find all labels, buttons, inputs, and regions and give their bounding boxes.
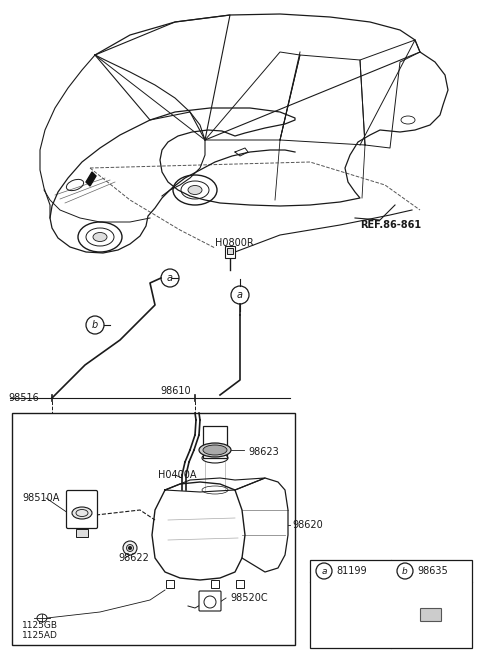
Ellipse shape bbox=[93, 233, 107, 242]
FancyBboxPatch shape bbox=[211, 580, 219, 588]
Text: 81199: 81199 bbox=[336, 566, 367, 576]
Ellipse shape bbox=[203, 445, 227, 455]
Text: 98623: 98623 bbox=[248, 447, 279, 457]
Text: H0800R: H0800R bbox=[215, 238, 254, 248]
Ellipse shape bbox=[72, 507, 92, 519]
Text: 98622: 98622 bbox=[118, 553, 149, 563]
Text: a: a bbox=[237, 290, 243, 300]
FancyBboxPatch shape bbox=[12, 413, 295, 645]
FancyBboxPatch shape bbox=[67, 491, 97, 528]
Circle shape bbox=[128, 546, 132, 550]
Text: 98610: 98610 bbox=[160, 386, 191, 396]
Polygon shape bbox=[86, 172, 96, 186]
Ellipse shape bbox=[199, 443, 231, 457]
Text: a: a bbox=[321, 566, 327, 576]
FancyBboxPatch shape bbox=[225, 246, 235, 258]
FancyBboxPatch shape bbox=[199, 591, 221, 611]
Ellipse shape bbox=[188, 185, 202, 194]
FancyBboxPatch shape bbox=[227, 248, 233, 254]
Text: b: b bbox=[92, 320, 98, 330]
Text: 1125GB: 1125GB bbox=[22, 622, 58, 631]
Text: a: a bbox=[167, 273, 173, 283]
Text: 98520C: 98520C bbox=[230, 593, 268, 603]
FancyBboxPatch shape bbox=[236, 580, 244, 588]
Text: b: b bbox=[402, 566, 408, 576]
Text: 98510A: 98510A bbox=[22, 493, 60, 503]
Text: 98516: 98516 bbox=[8, 393, 39, 403]
FancyBboxPatch shape bbox=[76, 529, 88, 537]
FancyBboxPatch shape bbox=[166, 580, 174, 588]
Text: 98635: 98635 bbox=[417, 566, 448, 576]
Ellipse shape bbox=[127, 545, 133, 551]
Text: H0400A: H0400A bbox=[158, 470, 196, 480]
FancyBboxPatch shape bbox=[203, 426, 227, 458]
FancyBboxPatch shape bbox=[310, 560, 472, 648]
FancyBboxPatch shape bbox=[420, 608, 442, 622]
Text: REF.86-861: REF.86-861 bbox=[360, 220, 421, 230]
Text: 1125AD: 1125AD bbox=[22, 631, 58, 639]
Ellipse shape bbox=[123, 541, 137, 555]
Text: 98620: 98620 bbox=[292, 520, 323, 530]
